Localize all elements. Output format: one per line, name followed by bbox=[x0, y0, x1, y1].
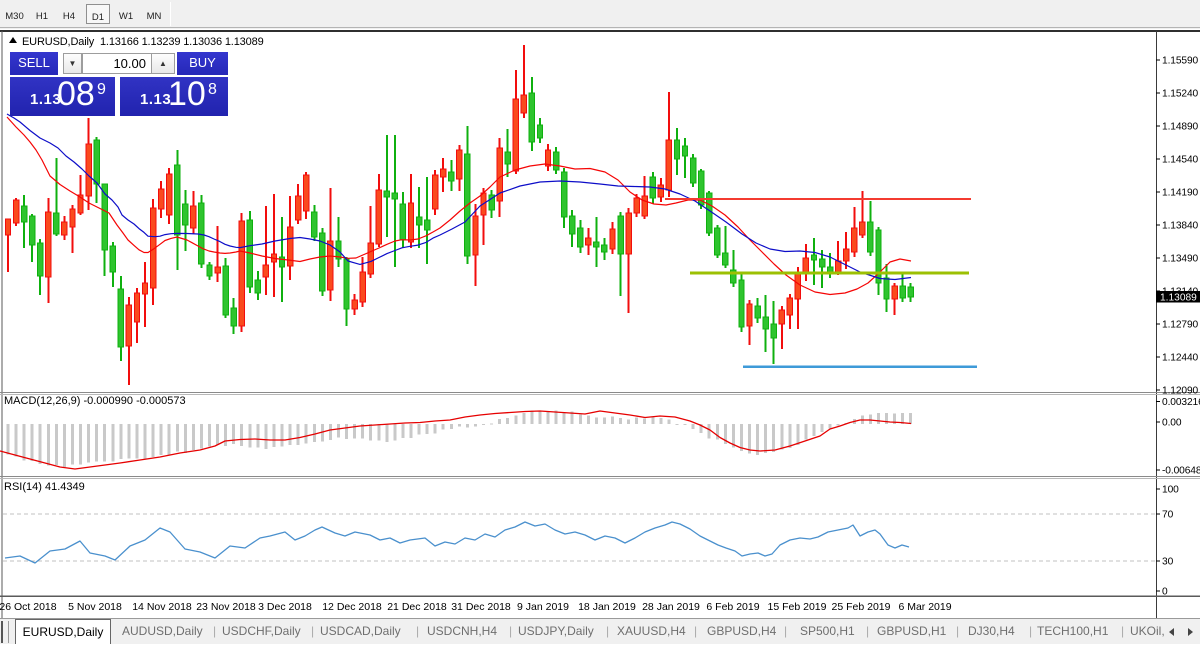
svg-text:70: 70 bbox=[1162, 510, 1174, 521]
svg-text:1.13840: 1.13840 bbox=[1162, 221, 1199, 232]
svg-text:18 Jan 2019: 18 Jan 2019 bbox=[578, 601, 636, 613]
svg-text:21 Dec 2018: 21 Dec 2018 bbox=[387, 601, 447, 613]
svg-text:1.14190: 1.14190 bbox=[1162, 188, 1199, 199]
svg-text:31 Dec 2018: 31 Dec 2018 bbox=[451, 601, 511, 613]
svg-text:6 Feb 2019: 6 Feb 2019 bbox=[706, 601, 759, 613]
svg-text:0.00: 0.00 bbox=[1162, 418, 1182, 429]
svg-text:14 Nov 2018: 14 Nov 2018 bbox=[132, 601, 192, 613]
svg-text:-0.006485: -0.006485 bbox=[1162, 466, 1200, 477]
svg-text:23 Nov 2018: 23 Nov 2018 bbox=[196, 601, 256, 613]
svg-text:100: 100 bbox=[1162, 485, 1179, 496]
svg-text:30: 30 bbox=[1162, 557, 1174, 568]
svg-text:26 Oct 2018: 26 Oct 2018 bbox=[0, 601, 57, 613]
svg-text:9 Jan 2019: 9 Jan 2019 bbox=[517, 601, 569, 613]
svg-text:EURUSD,Daily 1.13166 1.13239: EURUSD,Daily 1.13166 1.13239 1.13036 1.1… bbox=[22, 36, 264, 48]
svg-text:MACD(12,26,9) -0.000990 -0.000: MACD(12,26,9) -0.000990 -0.000573 bbox=[4, 395, 186, 407]
svg-text:1.15590: 1.15590 bbox=[1162, 56, 1199, 67]
svg-text:5 Nov 2018: 5 Nov 2018 bbox=[68, 601, 122, 613]
svg-text:28 Jan 2019: 28 Jan 2019 bbox=[642, 601, 700, 613]
svg-text:0: 0 bbox=[1162, 587, 1168, 598]
svg-text:3 Dec 2018: 3 Dec 2018 bbox=[258, 601, 312, 613]
svg-text:1.12790: 1.12790 bbox=[1162, 320, 1199, 331]
svg-text:1.15240: 1.15240 bbox=[1162, 89, 1199, 100]
svg-text:1.13490: 1.13490 bbox=[1162, 254, 1199, 265]
svg-text:RSI(14) 41.4349: RSI(14) 41.4349 bbox=[4, 481, 85, 493]
svg-text:0.003216: 0.003216 bbox=[1162, 397, 1200, 408]
svg-text:1.12440: 1.12440 bbox=[1162, 353, 1199, 364]
svg-text:1.12090: 1.12090 bbox=[1162, 386, 1199, 397]
svg-text:25 Feb 2019: 25 Feb 2019 bbox=[832, 601, 891, 613]
svg-text:15 Feb 2019: 15 Feb 2019 bbox=[768, 601, 827, 613]
svg-text:1.14540: 1.14540 bbox=[1162, 155, 1199, 166]
svg-text:1.14890: 1.14890 bbox=[1162, 122, 1199, 133]
svg-text:1.13089: 1.13089 bbox=[1160, 292, 1197, 303]
svg-text:6 Mar 2019: 6 Mar 2019 bbox=[898, 601, 951, 613]
svg-text:12 Dec 2018: 12 Dec 2018 bbox=[322, 601, 382, 613]
